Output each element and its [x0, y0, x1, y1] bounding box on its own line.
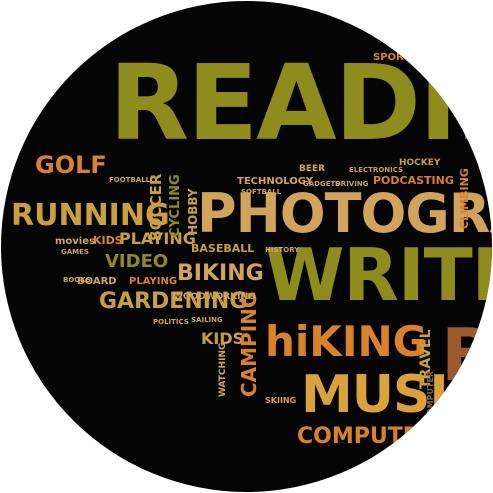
word-cycling: CYCLING: [168, 174, 183, 237]
word-sports: SPORTS: [373, 52, 418, 63]
word-football: FOOTBALL: [109, 176, 151, 184]
word-photography: PHOTOGRA: [197, 182, 492, 245]
word-music: MUSIC: [301, 365, 486, 425]
word-running: RUNNING: [11, 198, 170, 233]
word-beer: BEER: [299, 164, 326, 174]
word-softball: SOFTBALL: [241, 188, 282, 196]
word-electronics: ELECTRONICS: [349, 166, 404, 174]
word-soccer: SOCCER: [147, 173, 165, 241]
word-games: GAMES: [61, 248, 89, 256]
word-hockey: HOCKEY: [399, 158, 441, 168]
word-technology: TECHNOLOGY: [237, 176, 313, 187]
word-books: BOOKS: [63, 276, 91, 284]
word-sailing: SAILING: [191, 316, 223, 324]
word-driving: DRIVING: [335, 180, 369, 188]
word-golf: GOLF: [35, 151, 107, 179]
word-gadgets: GADGETS: [303, 180, 341, 188]
word-watching: WATCHING: [218, 342, 228, 397]
word-playing-small: PLAYING: [129, 276, 178, 287]
word-big-b: B: [441, 313, 492, 397]
word-board: BOARD: [77, 276, 117, 287]
word-politics: POLITICS: [153, 318, 189, 326]
word-history: HISTORY: [265, 246, 300, 254]
word-skiing: SKIING: [265, 396, 297, 405]
word-baseball: BASEBALL: [191, 242, 255, 255]
word-gardening: GARDENING: [99, 289, 248, 314]
word-playing: PLAYING: [119, 229, 196, 248]
word-computers: COMPUTERS: [297, 424, 451, 449]
word-video: VIDEO: [105, 251, 169, 272]
word-podcasting: PODCASTING: [373, 174, 454, 187]
word-computer: COMPUTER: [426, 370, 435, 421]
word-climbing: CLIMBING: [458, 168, 471, 229]
word-movies: movies: [55, 236, 95, 247]
word-writing: WRITIN: [265, 233, 492, 317]
word-kids-small: KIDS: [93, 234, 123, 247]
word-reading: READIN: [109, 42, 492, 164]
word-kids: KIDS: [201, 329, 245, 348]
word-woodworking: WOODWORKING: [173, 292, 256, 302]
word-biking: BIKING: [177, 261, 264, 286]
word-camping: CAMPING: [237, 291, 261, 397]
word-hobby: HOBBY: [186, 188, 200, 235]
word-hiking: hiKING: [265, 317, 428, 366]
